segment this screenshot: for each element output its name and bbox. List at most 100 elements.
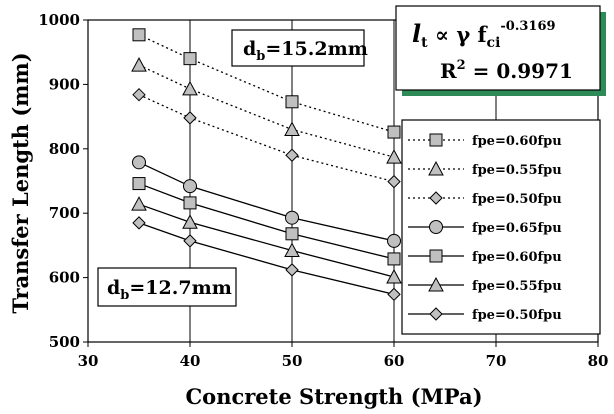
legend-label: fpe=0.60fpu (472, 250, 562, 265)
y-tick-label: 700 (49, 204, 80, 222)
data-point (387, 174, 401, 189)
r2-value: = 0.9971 (466, 59, 573, 83)
data-point (386, 149, 402, 164)
svg-text:R2 = 0.9971: R2 = 0.9971 (440, 58, 573, 83)
legend-label: fpe=0.55fpu (472, 163, 562, 178)
db-main: d (243, 38, 256, 60)
legend-item: fpe=0.65fpu (408, 220, 562, 236)
legend: fpe=0.60fpu fpe=0.55fpu fpe=0.50fpu fpe=0.6… (401, 119, 601, 335)
data-point (386, 268, 402, 284)
data-point (285, 263, 299, 277)
data-point (183, 196, 197, 210)
equation-box: lt ∝ γ fci-0.3169 R2 = 0.9971 (395, 5, 606, 96)
data-point (182, 80, 198, 96)
series-line (138, 161, 395, 242)
series-line (138, 182, 395, 260)
x-tick-label: 80 (588, 352, 609, 370)
eq-l-sub: t (421, 35, 428, 51)
data-point (132, 28, 146, 42)
series-line (138, 64, 395, 158)
data-point (183, 52, 197, 66)
legend-marker (428, 276, 444, 292)
x-axis-ticks: 30 40 50 60 70 80 (78, 342, 609, 370)
eq-f-sub: ci (487, 35, 501, 51)
db-sub: b (256, 49, 265, 64)
series-4 (132, 155, 401, 248)
db-rest: =12.7mm (129, 277, 231, 299)
y-tick-label: 600 (49, 269, 80, 287)
series-line (138, 203, 395, 278)
data-point (285, 210, 299, 225)
data-point (131, 196, 147, 211)
data-point (387, 252, 401, 266)
legend-marker (429, 307, 443, 321)
eq-exponent: -0.3169 (500, 19, 555, 34)
data-point (131, 57, 147, 72)
data-point (387, 287, 401, 302)
legend-marker (429, 133, 443, 147)
data-point (132, 177, 146, 191)
series-6 (131, 196, 402, 284)
series-layer (131, 28, 402, 302)
legend-label: fpe=0.65fpu (472, 221, 562, 236)
series-3 (132, 87, 401, 189)
data-point (285, 95, 299, 109)
series-1 (132, 28, 401, 139)
x-tick-label: 40 (180, 352, 201, 370)
legend-item: fpe=0.50fpu (408, 307, 562, 323)
svg-text:db=12.7mm: db=12.7mm (107, 277, 232, 303)
y-tick-label: 900 (49, 75, 80, 93)
series-2 (131, 57, 402, 164)
svg-text:lt ∝ γ fci-0.3169: lt ∝ γ fci-0.3169 (412, 19, 556, 51)
data-point (132, 216, 146, 230)
legend-label: fpe=0.50fpu (472, 192, 562, 207)
series-5 (132, 177, 401, 266)
series-line (138, 222, 395, 295)
legend-label: fpe=0.55fpu (472, 279, 562, 294)
data-point (284, 242, 300, 258)
x-tick-label: 50 (282, 352, 303, 370)
legend-item: fpe=0.55fpu (408, 276, 562, 294)
data-point (183, 234, 197, 248)
legend-item: fpe=0.55fpu (408, 160, 562, 178)
legend-items: fpe=0.60fpu fpe=0.55fpu fpe=0.50fpu fpe=0.6… (408, 133, 562, 323)
data-point (182, 214, 198, 229)
y-axis-title: Transfer Length (mm) (8, 52, 33, 313)
legend-marker (428, 160, 444, 176)
legend-label: fpe=0.60fpu (472, 134, 562, 149)
db-main: d (107, 277, 120, 299)
db-rest: =15.2mm (265, 38, 367, 60)
legend-item: fpe=0.60fpu (408, 133, 562, 149)
series-7 (132, 216, 401, 302)
legend-label: fpe=0.50fpu (472, 308, 562, 323)
legend-item: fpe=0.50fpu (408, 191, 562, 207)
x-tick-label: 30 (78, 352, 99, 370)
x-tick-label: 70 (486, 352, 507, 370)
data-point (387, 125, 401, 139)
x-axis-title: Concrete Strength (MPa) (185, 384, 482, 409)
db-sub: b (120, 288, 129, 303)
data-point (183, 111, 197, 125)
series-line (138, 34, 395, 133)
y-tick-label: 1000 (38, 11, 80, 29)
legend-marker (429, 191, 443, 205)
y-tick-label: 500 (49, 333, 80, 351)
data-point (132, 155, 146, 170)
y-tick-label: 800 (49, 140, 80, 158)
legend-marker (429, 220, 443, 234)
r2-label: R (440, 59, 457, 83)
annotation-db-12-7: db=12.7mm (97, 267, 237, 307)
data-point (387, 233, 401, 248)
legend-item: fpe=0.60fpu (408, 249, 562, 265)
data-point (284, 121, 300, 136)
r2-exp: 2 (457, 58, 466, 73)
x-tick-label: 60 (384, 352, 405, 370)
data-point (132, 87, 146, 102)
annotation-db-15-2: db=15.2mm (231, 29, 368, 67)
svg-text:db=15.2mm: db=15.2mm (243, 38, 368, 64)
y-axis-ticks: 500 600 700 800 900 1000 (38, 11, 88, 351)
eq-l: l (412, 19, 421, 48)
data-point (285, 227, 299, 241)
data-point (183, 179, 197, 194)
